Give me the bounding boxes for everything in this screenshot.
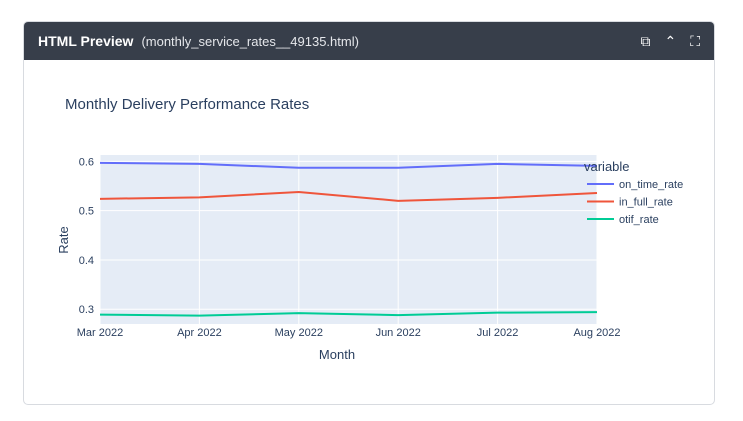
x-tick-label: Aug 2022 [573,327,620,339]
legend-item[interactable]: otif_rate [619,214,659,226]
legend-item[interactable]: in_full_rate [619,197,673,209]
series-line-on_time_rate [99,161,598,169]
x-tick-label: May 2022 [275,327,323,339]
y-axis-label: Rate [56,226,71,253]
copy-icon[interactable]: ⧉ [640,32,651,49]
y-tick-label: 0.4 [79,255,94,267]
preview-filename: (monthly_service_rates__49135.html) [141,33,359,49]
x-tick-label: Jul 2022 [477,327,519,339]
legend-item[interactable]: on_time_rate [619,179,683,191]
preview-title: HTML Preview [38,33,134,49]
series-line-in_full_rate [99,190,598,202]
chevron-up-icon[interactable]: ⌃ [664,32,677,49]
y-tick-label: 0.5 [79,206,94,218]
x-tick-label: Mar 2022 [77,327,123,339]
y-tick-label: 0.3 [79,304,94,316]
chart-title: Monthly Delivery Performance Rates [65,96,309,113]
plot-area [100,155,597,324]
y-tick-label: 0.6 [79,156,94,168]
series-line-otif_rate [99,311,598,317]
x-tick-label: Apr 2022 [177,327,222,339]
fullscreen-icon[interactable]: ⛶ [690,32,700,49]
preview-header: HTML Preview (monthly_service_rates__491… [24,22,714,60]
legend-title: variable [584,159,630,174]
x-tick-label: Jun 2022 [376,327,421,339]
x-axis-label: Month [319,347,355,362]
